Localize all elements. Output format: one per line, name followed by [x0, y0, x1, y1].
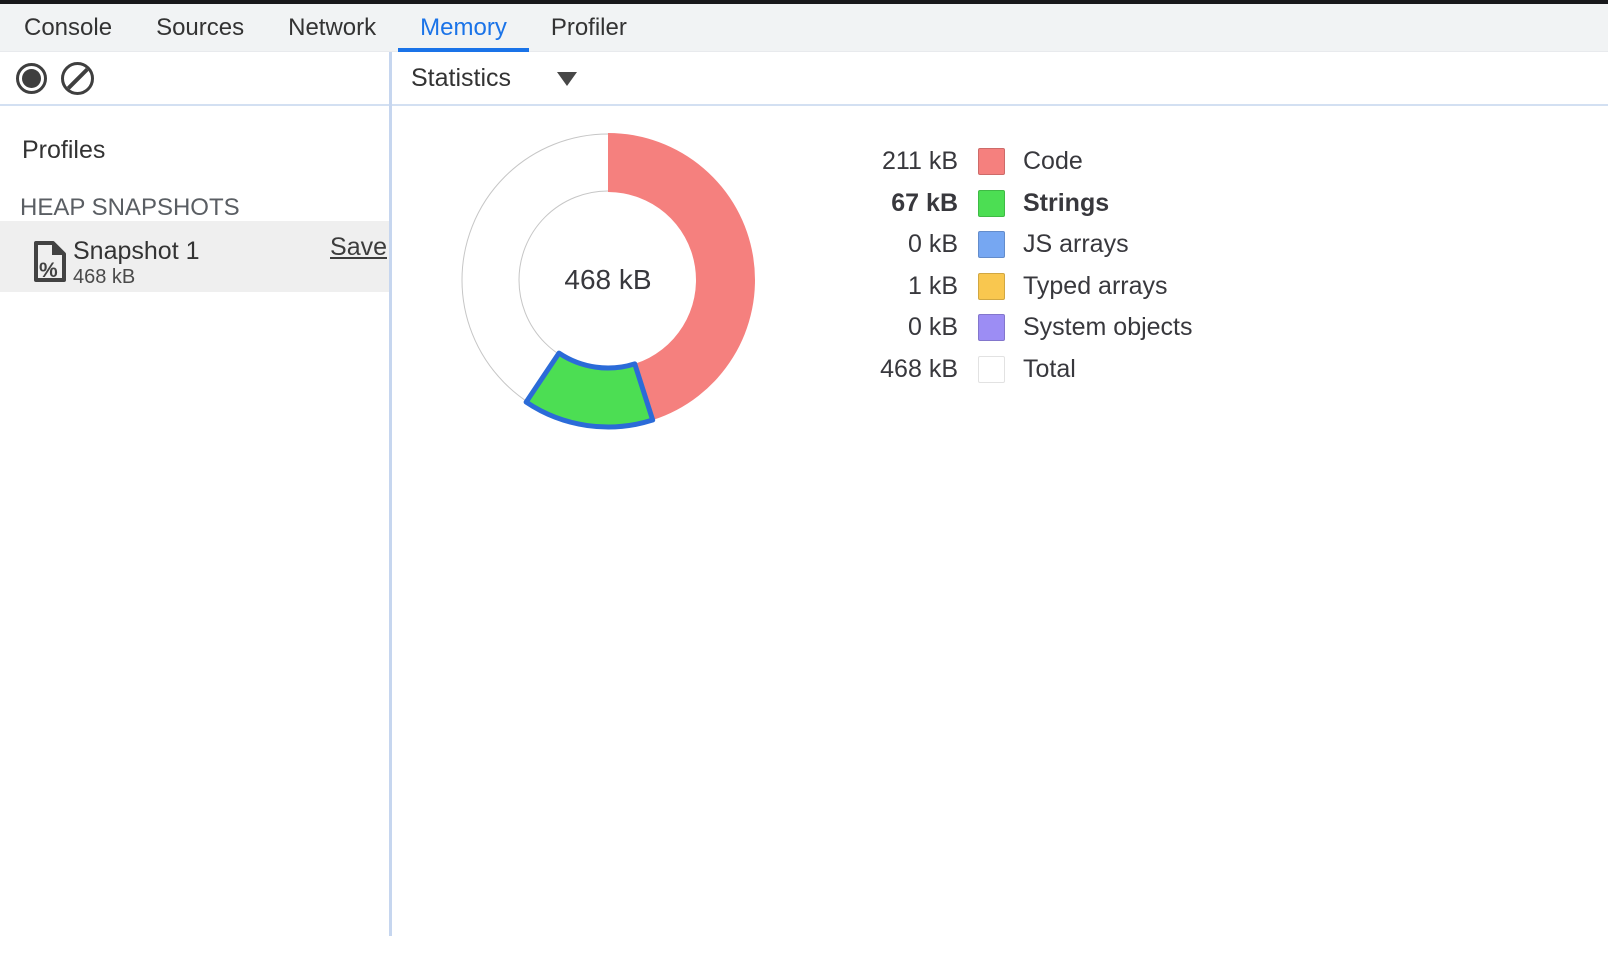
tab-profiler[interactable]: Profiler	[529, 4, 649, 51]
tab-console[interactable]: Console	[2, 4, 134, 51]
legend-label: JS arrays	[1023, 230, 1129, 259]
legend-label: System objects	[1023, 313, 1193, 342]
legend-color-swatch	[978, 314, 1005, 342]
tab-memory[interactable]: Memory	[398, 4, 529, 52]
legend-value: 67 kB	[891, 188, 958, 217]
legend-row-total[interactable]: 468 kB Total	[858, 349, 1193, 391]
record-icon	[16, 62, 47, 94]
tab-label: Console	[24, 13, 113, 41]
snapshot-title: Snapshot 1	[73, 237, 200, 265]
legend-value: 468 kB	[880, 354, 958, 383]
save-snapshot-link[interactable]: Save	[330, 233, 387, 261]
tab-sources[interactable]: Sources	[134, 4, 266, 51]
legend-label: Total	[1023, 354, 1076, 383]
tab-label: Memory	[420, 13, 507, 41]
tab-network[interactable]: Network	[266, 4, 398, 51]
memory-donut-chart	[461, 133, 755, 430]
legend-value: 211 kB	[882, 147, 958, 176]
legend-value: 0 kB	[907, 230, 958, 259]
tab-label: Sources	[156, 13, 245, 41]
legend-label: Code	[1023, 147, 1083, 176]
legend-row-system-objects[interactable]: 0 kB System objects	[858, 307, 1193, 349]
devtools-tab-bar: Console Sources Network Memory Profiler	[0, 4, 1608, 52]
chart-legend: 211 kB Code 67 kB Strings 0 kB JS arrays…	[858, 141, 1193, 390]
legend-label: Strings	[1023, 188, 1110, 217]
legend-value: 1 kB	[907, 271, 958, 300]
perspective-select-value: Statistics	[411, 63, 512, 92]
svg-text:%: %	[39, 259, 58, 282]
heap-snapshot-icon: %	[34, 241, 66, 282]
dropdown-triangle-icon	[557, 72, 577, 86]
profiles-heading: Profiles	[22, 136, 106, 164]
legend-color-swatch	[978, 148, 1005, 176]
snapshot-size: 468 kB	[73, 266, 136, 288]
legend-row-typed-arrays[interactable]: 1 kB Typed arrays	[858, 266, 1193, 308]
record-heap-snapshot-button[interactable]	[16, 62, 47, 94]
legend-row-strings[interactable]: 67 kB Strings	[858, 183, 1193, 225]
clear-icon	[61, 61, 94, 95]
snapshot-texts: Snapshot 1 468 kB	[73, 238, 200, 289]
legend-color-swatch	[978, 272, 1005, 300]
perspective-select[interactable]: Statistics	[411, 52, 611, 104]
profiles-toolbar	[0, 52, 389, 106]
snapshot-list-item[interactable]: % Snapshot 1 468 kB Save	[0, 221, 389, 292]
legend-color-swatch	[978, 355, 1005, 383]
window-top-strip	[0, 0, 1608, 4]
profiles-sidebar: Profiles HEAP SNAPSHOTS % Snapshot 1 468…	[0, 106, 389, 936]
heap-snapshots-section-heading: HEAP SNAPSHOTS	[20, 194, 240, 221]
donut-slice-code[interactable]	[608, 133, 755, 421]
tab-label: Network	[288, 13, 377, 41]
pane-divider[interactable]	[389, 52, 392, 936]
legend-row-code[interactable]: 211 kB Code	[858, 141, 1193, 183]
tab-label: Profiler	[550, 13, 627, 41]
clear-profiles-button[interactable]	[61, 61, 94, 95]
legend-row-js-arrays[interactable]: 0 kB JS arrays	[858, 224, 1193, 266]
statistics-toolbar: Statistics	[392, 52, 1608, 106]
legend-color-swatch	[978, 231, 1005, 259]
legend-value: 0 kB	[907, 313, 958, 342]
statistics-pane: 468 kB 211 kB Code 67 kB Strings 0 kB JS…	[392, 106, 1608, 936]
legend-color-swatch	[978, 189, 1005, 217]
donut-slice-strings[interactable]	[523, 350, 656, 430]
legend-label: Typed arrays	[1023, 271, 1168, 300]
